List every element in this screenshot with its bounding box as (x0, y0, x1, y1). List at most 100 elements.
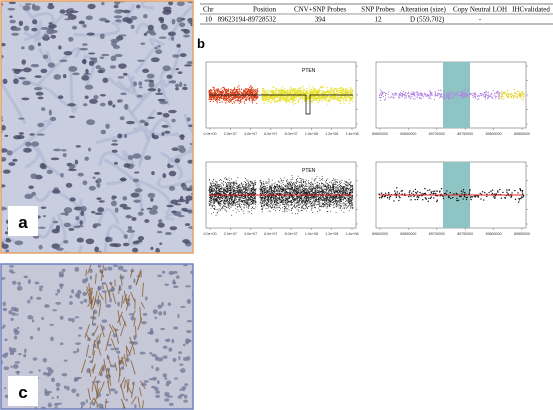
probe-dot (278, 210, 280, 212)
probe-dot (286, 196, 288, 198)
probe-dot (221, 208, 223, 210)
probe-dot (216, 88, 218, 90)
nucleus (127, 155, 134, 160)
probe-dot (338, 97, 340, 99)
nucleus (110, 38, 120, 43)
probe-dot (239, 198, 241, 199)
probe-dot (222, 87, 224, 89)
probe-dot (457, 96, 459, 98)
probe-dot (211, 187, 213, 189)
probe-dot (312, 89, 315, 91)
probe-dot (381, 92, 383, 94)
probe-dot (414, 94, 416, 96)
probe-dot (273, 86, 275, 89)
probe-dot (288, 185, 290, 187)
nucleus (2, 169, 11, 174)
probe-dot (244, 98, 246, 100)
probe-dot (224, 192, 226, 194)
nucleus (147, 116, 155, 119)
probe-dot (304, 182, 306, 184)
probe-dot (210, 97, 212, 99)
probe-dot (216, 190, 218, 192)
probe-dot (269, 98, 271, 100)
nucleus (42, 215, 46, 218)
nucleus (58, 45, 62, 50)
probe-dot (347, 196, 349, 198)
probe-dot (301, 178, 303, 180)
probe-dot (316, 92, 319, 94)
probe-dot (284, 92, 286, 94)
probe-dot (232, 95, 235, 97)
nucleus (161, 124, 169, 128)
probe-dot (248, 202, 250, 204)
probe-dot (329, 99, 331, 101)
probe-dot (221, 188, 223, 190)
nucleus (3, 366, 10, 371)
probe-dot (505, 94, 507, 97)
nucleus (139, 351, 146, 355)
probe-dot (265, 99, 268, 101)
nucleus (77, 376, 82, 380)
probe-dot (333, 92, 336, 94)
probe-dot (311, 91, 313, 93)
probe-dot (227, 199, 228, 201)
probe-dot (385, 92, 387, 94)
probe-dot (287, 98, 289, 101)
nucleus (13, 68, 21, 74)
probe-dot (232, 210, 234, 212)
nucleus (118, 63, 127, 69)
probe-dot (245, 99, 248, 102)
probe-dot (519, 95, 521, 97)
nucleus (109, 237, 113, 242)
x-tick-label: 89600000 (372, 132, 388, 136)
nucleus (101, 1, 105, 6)
nucleus (1, 206, 7, 211)
nucleus (97, 69, 104, 74)
probe-dot (225, 187, 227, 189)
probe-dot (322, 177, 323, 179)
probe-dot (428, 97, 430, 99)
stain (120, 383, 125, 400)
probe-dot (274, 91, 276, 93)
table-header: IHCvalidated (512, 6, 550, 14)
nucleus (22, 67, 32, 73)
nucleus (177, 214, 185, 218)
probe-dot (304, 207, 306, 209)
probe-dot (217, 196, 219, 198)
nucleus (168, 347, 173, 352)
nucleus (75, 216, 80, 221)
probe-dot (338, 87, 341, 90)
probe-dot (239, 192, 241, 194)
nucleus (4, 387, 7, 390)
probe-dot (244, 181, 246, 182)
probe-dot (522, 99, 524, 101)
probe-dot (278, 95, 280, 97)
probe-dot (410, 98, 412, 100)
probe-dot (213, 203, 215, 205)
probe-dot (208, 199, 210, 201)
probe-dot (251, 182, 253, 184)
probe-dot (318, 88, 320, 90)
probe-dot (293, 92, 295, 95)
probe-dot (311, 182, 313, 184)
probe-dot (241, 195, 243, 197)
probe-dot (292, 101, 294, 103)
nucleus (126, 229, 136, 233)
probe-dot (250, 207, 252, 209)
probe-dot (230, 93, 232, 95)
probe-dot (278, 99, 281, 102)
probe-dot (245, 201, 247, 203)
probe-dot (306, 91, 309, 94)
probe-dot (253, 187, 255, 188)
probe-dot (379, 92, 381, 95)
probe-dot (419, 97, 422, 99)
stain (140, 301, 146, 309)
fiber (103, 158, 142, 188)
probe-dot (380, 90, 382, 93)
probe-dot (238, 102, 240, 104)
probe-dot (347, 99, 349, 101)
probe-dot (343, 91, 345, 93)
probe-dot (211, 186, 213, 188)
probe-dot (307, 93, 309, 95)
probe-dot (266, 185, 268, 186)
